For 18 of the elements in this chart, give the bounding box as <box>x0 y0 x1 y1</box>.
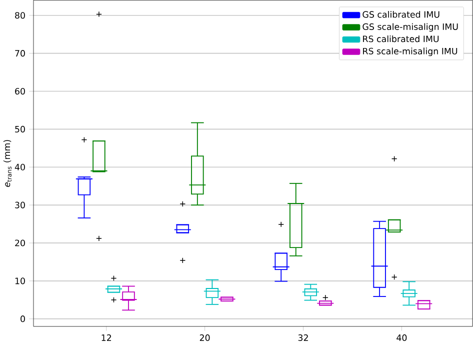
legend-label: GS calibrated IMU <box>362 10 440 18</box>
y-tick-label: 30 <box>15 202 25 208</box>
y-tick-label: 50 <box>15 126 25 132</box>
x-tick-label: 32 <box>298 334 308 341</box>
y-tick-label: 0 <box>20 315 25 322</box>
legend-label: RS calibrated IMU <box>363 35 439 42</box>
y-tick-label: 80 <box>15 12 25 18</box>
legend-label: RS scale-misalign IMU <box>363 47 458 56</box>
y-tick-label: 20 <box>15 240 25 246</box>
x-tick-label: 20 <box>200 334 210 341</box>
y-tick-label: 10 <box>15 277 25 284</box>
x-tick-label: 40 <box>396 334 407 341</box>
legend-label: GS scale-misalign IMU <box>362 23 458 32</box>
x-tick-label: 12 <box>102 334 112 341</box>
y-tick-label: 70 <box>15 50 25 56</box>
y-axis-title: e$_{trans}$ (mm) <box>3 140 12 187</box>
y-tick-label: 40 <box>14 164 25 170</box>
y-tick-label: 60 <box>15 88 25 94</box>
